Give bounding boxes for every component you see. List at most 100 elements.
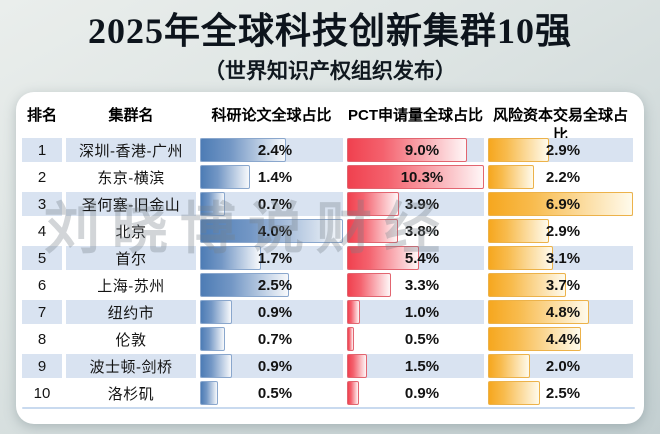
pct-share-bar-value: 5.4% [404,249,440,267]
vc-share-bar-value: 4.4% [545,330,581,348]
pct-share-bar: 3.8% [347,219,484,243]
table-row: 6 上海-苏州 2.5% 3.3% 3.7% [22,273,633,297]
vc-share-bar-value: 2.9% [545,141,581,159]
vc-share-bar-value: 2.9% [545,222,581,240]
vc-share-bar: 2.2% [488,165,633,189]
table-row: 4 北京 4.0% 3.8% 2.9% [22,219,633,243]
column-header-cluster: 集群名 [108,107,154,124]
table-body: 1 深圳-香港-广州 2.4% 9.0% 2.9% 2 东京-横滨 1.4% 10.3% 2.2%… [22,138,633,405]
cluster-name-cell: 深圳-香港-广州 [66,138,196,162]
rank-cell: 5 [22,246,62,270]
pct-share-bar-value: 0.5% [404,330,440,348]
paper-share-bar-value: 0.9% [257,303,293,321]
vc-share-bar-fill [488,138,549,162]
table-row: 3 圣何塞-旧金山 0.7% 3.9% 6.9% [22,192,633,216]
pct-share-bar: 0.5% [347,327,484,351]
vc-share-bar-value: 2.5% [545,384,581,402]
pct-share-bar-fill [347,327,354,351]
column-header-paper-share: 科研论文全球占比 [211,107,332,124]
table-row: 7 纽约市 0.9% 1.0% 4.8% [22,300,633,324]
paper-share-bar: 0.5% [200,381,343,405]
paper-share-bar: 2.5% [200,273,343,297]
vc-share-bar-fill [488,219,549,243]
paper-share-bar-fill [200,327,226,351]
page-subtitle: （世界知识产权组织发布） [204,59,456,83]
page-title: 2025年全球科技创新集群10强 [87,11,572,51]
vc-share-bar-value: 4.8% [545,303,581,321]
vc-share-bar-fill [488,300,589,324]
paper-share-bar: 0.9% [200,354,343,378]
vc-share-bar-value: 6.9% [545,195,581,213]
vc-share-bar: 2.0% [488,354,633,378]
vc-share-bar: 3.1% [488,246,633,270]
paper-share-bar: 0.7% [200,192,343,216]
pct-share-bar: 0.9% [347,381,484,405]
paper-share-bar-fill [200,354,233,378]
cluster-name-cell: 伦敦 [115,331,147,349]
vc-share-bar-value: 2.0% [545,357,581,375]
vc-share-bar: 3.7% [488,273,633,297]
vc-share-bar-fill [488,327,581,351]
paper-share-bar-value: 4.0% [257,222,293,240]
paper-share-bar-fill [200,219,343,243]
paper-share-bar-value: 2.4% [257,141,293,159]
paper-share-bar-value: 1.4% [257,168,293,186]
paper-share-bar: 0.9% [200,300,343,324]
paper-share-bar-fill [200,246,261,270]
paper-share-bar-value: 0.7% [257,195,293,213]
table-row: 8 伦敦 0.7% 0.5% 4.4% [22,327,633,351]
pct-share-bar: 5.4% [347,246,484,270]
pct-share-bar-fill [347,273,391,297]
pct-share-bar-fill [347,381,359,405]
pct-share-bar-value: 3.3% [404,276,440,294]
rank-cell: 7 [22,300,62,324]
paper-share-bar: 4.0% [200,219,343,243]
paper-share-bar: 1.4% [200,165,343,189]
vc-share-bar: 6.9% [488,192,633,216]
pct-share-bar-value: 9.0% [404,141,440,159]
rank-cell: 3 [22,192,62,216]
vc-share-bar-fill [488,273,566,297]
paper-share-bar-fill [200,300,233,324]
paper-share-bar-fill [200,192,226,216]
vc-share-bar: 2.9% [488,138,633,162]
paper-share-bar-value: 0.9% [257,357,293,375]
vc-share-bar: 4.8% [488,300,633,324]
paper-share-bar: 2.4% [200,138,343,162]
vc-share-bar-fill [488,192,633,216]
vc-share-bar-fill [488,381,541,405]
pct-share-bar-fill [347,192,399,216]
table-row: 5 首尔 1.7% 5.4% 3.1% [22,246,633,270]
vc-share-bar-value: 2.2% [545,168,581,186]
paper-share-bar-value: 2.5% [257,276,293,294]
pct-share-bar-value: 3.9% [404,195,440,213]
paper-share-bar: 0.7% [200,327,343,351]
paper-share-bar-value: 0.5% [257,384,293,402]
cluster-name-cell: 波士顿-剑桥 [66,354,196,378]
pct-share-bar-fill [347,354,367,378]
table-row: 2 东京-横滨 1.4% 10.3% 2.2% [22,165,633,189]
vc-share-bar-value: 3.1% [545,249,581,267]
pct-share-bar-fill [347,246,419,270]
pct-share-bar-fill [347,300,361,324]
cluster-name-cell: 圣何塞-旧金山 [66,192,196,216]
rank-cell: 8 [37,330,47,348]
paper-share-bar-fill [200,273,290,297]
rank-cell: 10 [33,384,51,402]
pct-share-bar-fill [347,165,484,189]
pct-share-bar: 1.0% [347,300,484,324]
table-row: 10 洛杉矶 0.5% 0.9% 2.5% [22,381,633,405]
pct-share-bar: 1.5% [347,354,484,378]
pct-share-bar: 10.3% [347,165,484,189]
column-header-pct-share: PCT申请量全球占比 [347,107,483,124]
pct-share-bar: 9.0% [347,138,484,162]
rank-cell: 4 [37,222,47,240]
vc-share-bar-fill [488,354,531,378]
cluster-name-cell: 北京 [115,223,147,241]
table-row: 9 波士顿-剑桥 0.9% 1.5% 2.0% [22,354,633,378]
paper-share-bar-value: 0.7% [257,330,293,348]
vc-share-bar-value: 3.7% [545,276,581,294]
table-header-row: 排名 集群名 科研论文全球占比 PCT申请量全球占比 风险资本交易全球占比 [22,106,633,146]
